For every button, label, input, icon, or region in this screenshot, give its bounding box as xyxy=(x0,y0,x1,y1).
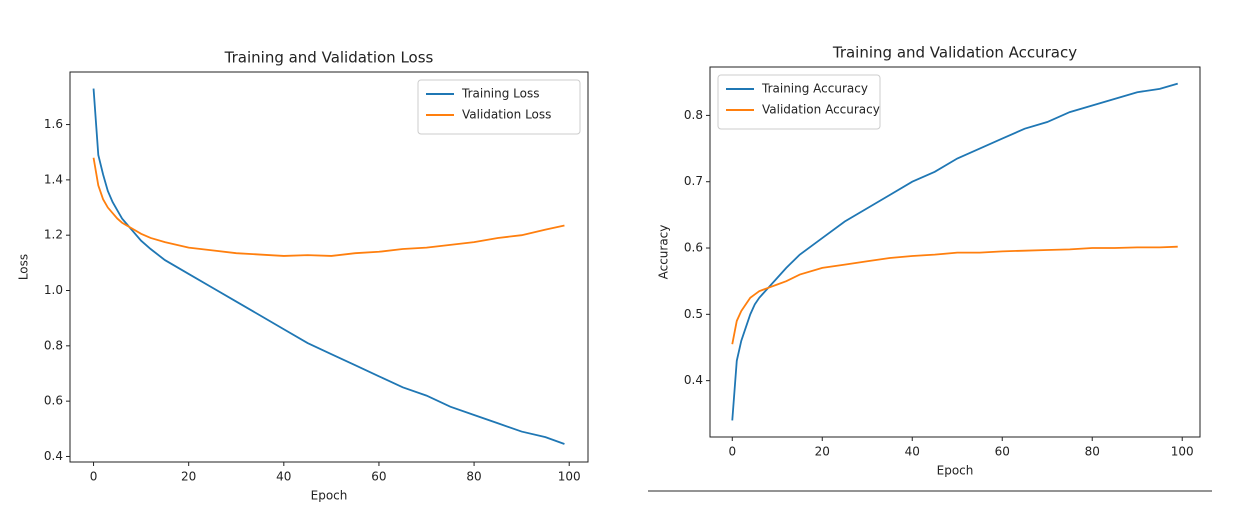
y-tick-label: 1.6 xyxy=(44,117,63,131)
y-tick-label: 0.8 xyxy=(44,338,63,352)
x-tick-label: 40 xyxy=(276,470,291,484)
y-tick-label: 1.2 xyxy=(44,228,63,242)
y-tick-label: 0.4 xyxy=(684,373,703,387)
x-axis-label: Epoch xyxy=(311,489,348,503)
y-tick-label: 0.7 xyxy=(684,174,703,188)
x-tick-label: 20 xyxy=(815,445,830,459)
legend-label: Training Accuracy xyxy=(761,82,868,96)
y-tick-label: 1.0 xyxy=(44,283,63,297)
chart-title: Training and Validation Loss xyxy=(224,49,434,67)
y-tick-label: 0.4 xyxy=(44,449,63,463)
x-tick-label: 60 xyxy=(371,470,386,484)
x-axis-label: Epoch xyxy=(937,464,974,478)
legend-box xyxy=(417,79,581,135)
y-tick-label: 0.8 xyxy=(684,108,703,122)
y-tick-label: 0.5 xyxy=(684,307,703,321)
x-tick-label: 60 xyxy=(995,445,1010,459)
chart-title: Training and Validation Accuracy xyxy=(832,44,1077,62)
plot-frame xyxy=(709,66,1201,438)
legend-label: Validation Accuracy xyxy=(762,103,880,117)
x-tick-label: 20 xyxy=(181,470,196,484)
x-tick-label: 100 xyxy=(1171,445,1194,459)
data-line xyxy=(731,82,1178,421)
plot-frame xyxy=(69,71,589,463)
legend-box xyxy=(717,74,881,130)
data-line xyxy=(92,88,565,445)
x-tick-label: 40 xyxy=(905,445,920,459)
y-tick-label: 1.4 xyxy=(44,172,63,186)
data-line xyxy=(731,245,1178,345)
y-axis-label: Accuracy xyxy=(657,225,671,280)
x-tick-label: 80 xyxy=(1085,445,1100,459)
y-tick-label: 0.6 xyxy=(684,241,703,255)
y-axis-label: Loss xyxy=(17,254,31,280)
legend-label: Training Loss xyxy=(461,87,539,101)
x-tick-label: 80 xyxy=(466,470,481,484)
data-line xyxy=(92,157,565,257)
x-tick-label: 100 xyxy=(558,470,581,484)
legend-label: Validation Loss xyxy=(462,108,551,122)
x-tick-label: 0 xyxy=(728,445,736,459)
y-tick-label: 0.6 xyxy=(44,394,63,408)
x-tick-label: 0 xyxy=(90,470,98,484)
